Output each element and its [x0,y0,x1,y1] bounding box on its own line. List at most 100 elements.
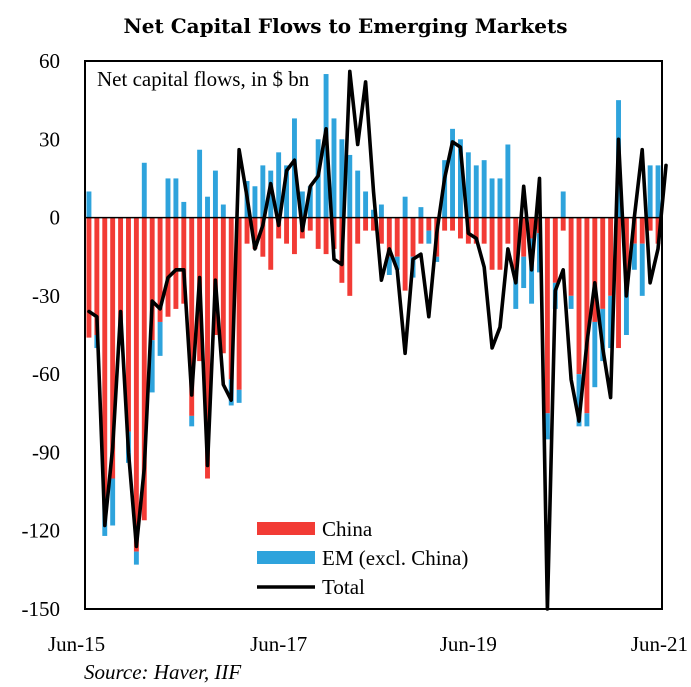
bars-layer [86,74,661,565]
bar-china-Jul-18 [378,217,384,244]
bar-em-Jun-18 [371,209,376,218]
bar-em-Aug-19 [481,160,487,218]
bar-china-Sep-16 [205,217,210,479]
bar-china-Aug-18 [386,217,392,257]
bar-em-Nov-16 [220,204,226,218]
bar-china-Mar-19 [442,217,448,231]
bar-china-Sep-19 [489,217,495,270]
legend-label-em: EM (excl. China) [322,546,468,570]
bar-em-Jul-20 [568,295,574,309]
bar-china-Jan-20 [521,217,527,257]
bar-em-May-19 [457,139,463,218]
y-tick-label: 30 [39,127,60,151]
bar-em-May-16 [173,178,179,218]
bar-em-Jul-18 [378,204,384,218]
bar-em-Mar-16 [157,321,163,356]
bar-china-Apr-17 [260,217,266,257]
bar-em-Oct-16 [212,170,218,218]
bar-china-Feb-21 [623,217,629,283]
bar-em-Apr-21 [639,243,645,296]
legend: China EM (excl. China) Total [257,517,468,599]
bar-china-Oct-17 [307,217,313,231]
bar-china-Nov-15 [126,217,131,432]
bar-em-Dec-18 [418,207,424,218]
bar-em-Dec-19 [513,269,519,309]
bar-em-Feb-18 [339,139,345,218]
bar-em-Apr-20 [544,413,550,440]
bar-em-Feb-19 [434,256,440,262]
bar-em-Dec-20 [608,295,614,349]
bar-em-Jun-15 [86,191,92,218]
bar-china-Dec-16 [228,217,234,380]
bar-china-Apr-19 [450,217,455,231]
bar-em-Aug-18 [386,256,392,275]
bar-em-Nov-19 [505,144,511,218]
chart-source: Source: Haver, IIF [84,660,242,684]
bar-china-Jan-17 [236,217,242,390]
bar-em-Aug-16 [197,149,203,218]
bar-china-Dec-19 [513,217,519,270]
bar-china-Dec-20 [608,217,614,296]
bar-china-Aug-15 [102,217,108,505]
bar-em-Aug-20 [576,374,582,427]
bar-em-Dec-15 [133,551,139,565]
total-series-line [87,69,668,611]
bar-em-Jan-17 [236,389,242,403]
y-tick-label: 0 [50,206,61,230]
bar-china-May-21 [647,217,653,231]
y-tick-label: -60 [32,362,60,386]
bar-china-Jul-20 [568,217,574,296]
x-tick-label: Jun-15 [48,632,105,656]
bar-em-Oct-18 [402,196,408,218]
bar-em-Apr-16 [165,178,171,218]
bar-em-Sep-15 [110,478,116,526]
bar-em-Sep-20 [584,413,590,427]
bar-china-Jul-17 [284,217,290,244]
bar-china-Jun-17 [276,217,282,239]
bar-china-Aug-17 [292,217,297,255]
bar-china-Sep-15 [110,217,116,479]
bar-china-Oct-15 [118,217,124,333]
bar-china-May-18 [363,217,369,231]
bar-em-Sep-16 [205,196,210,218]
y-axis-ticks: 60 30 0 -30 -60 -90 -120 -150 [22,49,61,621]
x-tick-label: Jun-21 [631,632,688,656]
bar-china-Nov-16 [220,217,226,354]
bar-em-Sep-17 [299,191,305,218]
bar-china-Jun-20 [560,217,566,231]
bar-em-Jun-19 [465,152,471,218]
bar-china-Apr-20 [544,217,550,414]
bar-china-Aug-20 [576,217,582,375]
bar-em-May-17 [268,170,274,218]
bar-em-Jul-17 [284,165,290,218]
y-tick-label: 60 [39,49,60,73]
plot-frame [84,60,663,610]
bar-china-Mar-16 [157,217,163,322]
bar-china-Feb-16 [149,217,155,341]
bar-em-Oct-20 [592,321,598,388]
bar-em-Jul-16 [189,415,195,427]
bar-china-Oct-19 [497,217,503,270]
bar-em-Feb-21 [623,282,629,335]
bar-em-Mar-17 [252,186,258,218]
bar-china-Dec-18 [418,217,424,244]
bar-china-Aug-19 [481,217,487,244]
bar-china-Jul-16 [189,217,195,416]
x-axis-ticks: Jun-15 Jun-17 Jun-19 Jun-21 [48,632,688,656]
bar-china-Jan-16 [141,217,147,521]
bar-em-Mar-21 [631,243,637,270]
x-tick-label: Jun-19 [440,632,497,656]
bar-china-May-20 [552,217,558,283]
y-tick-label: -90 [32,440,60,464]
bar-em-Jan-20 [521,256,527,289]
bar-china-Feb-20 [529,217,535,239]
bar-em-Apr-17 [260,165,266,218]
bar-em-Jun-16 [181,201,187,218]
bar-em-Jan-16 [141,162,147,218]
x-tick-label: Jun-17 [250,632,307,656]
bar-em-Jul-19 [473,165,479,218]
bar-china-Dec-15 [133,217,139,552]
bar-china-Jun-18 [371,217,376,231]
bar-em-Apr-19 [450,128,455,218]
